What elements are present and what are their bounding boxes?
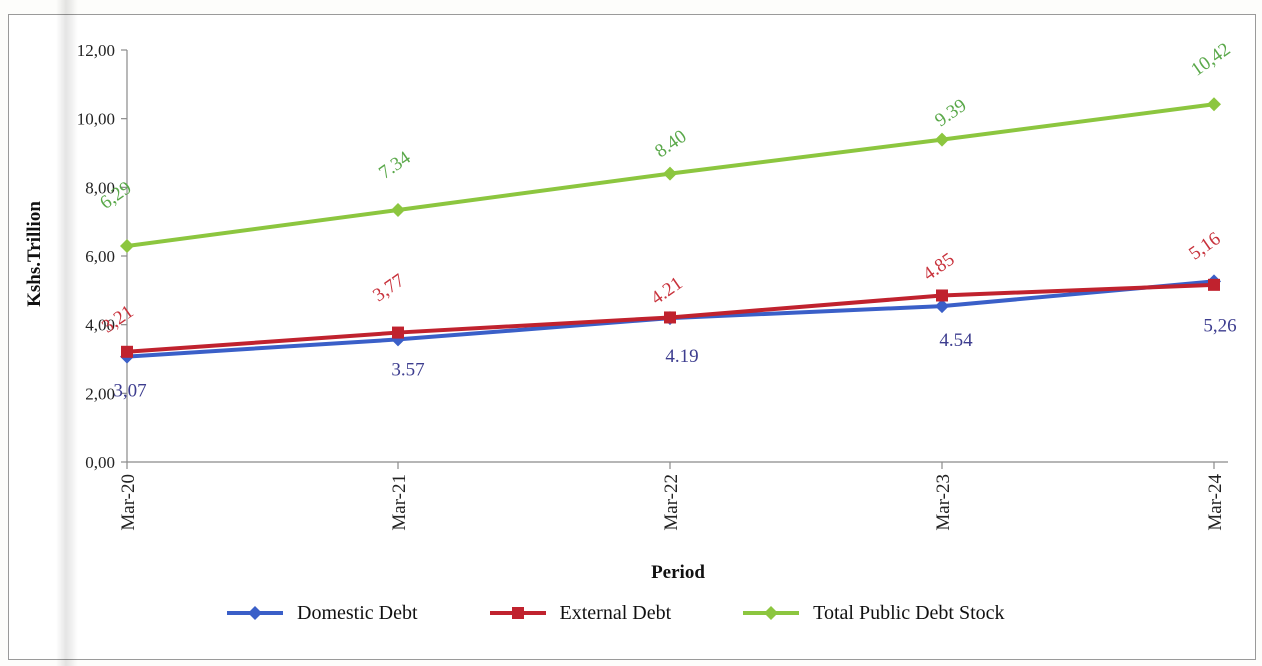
data-point [1207, 97, 1221, 112]
y-tick-label: 4,00 [85, 316, 115, 335]
y-tick-label: 6,00 [85, 247, 115, 266]
data-point [935, 299, 949, 314]
y-tick-label: 2,00 [85, 384, 115, 403]
data-label: 4.85 [919, 249, 958, 285]
data-label: 4.21 [647, 273, 686, 309]
data-label: 10,42 [1187, 39, 1234, 81]
x-tick-label: Mar-21 [389, 474, 410, 531]
data-point [935, 132, 949, 147]
data-label: 8.40 [651, 126, 690, 162]
data-point [663, 166, 677, 181]
y-tick-label: 0,00 [85, 453, 115, 472]
legend-label: External Debt [559, 601, 672, 624]
data-point [664, 311, 676, 324]
data-label: 4.19 [665, 346, 698, 367]
data-point [936, 289, 948, 302]
data-point [391, 202, 405, 217]
legend-item: External Debt [488, 601, 672, 625]
data-label: 3,07 [113, 381, 146, 402]
x-tick-label: Mar-23 [933, 474, 954, 531]
y-axis-title: Kshs.Trillion [24, 201, 45, 307]
legend-label: Total Public Debt Stock [813, 601, 1005, 624]
data-label: 4.54 [939, 330, 973, 351]
data-point [121, 345, 133, 358]
data-label: 5,16 [1185, 228, 1224, 264]
x-axis-title: Period [651, 562, 705, 583]
x-tick-label: Mar-24 [1205, 474, 1226, 531]
y-tick-label: 12,00 [77, 41, 115, 60]
data-point [392, 326, 404, 339]
data-label: 3.57 [391, 359, 424, 380]
x-tick-label: Mar-20 [118, 474, 139, 531]
data-point [120, 239, 134, 254]
x-tick-label: Mar-22 [661, 474, 682, 531]
y-tick-label: 8,00 [85, 178, 115, 197]
legend-marker [248, 606, 262, 620]
data-label: 5,26 [1203, 315, 1236, 336]
legend-item: Total Public Debt Stock [741, 601, 1005, 625]
legend-label: Domestic Debt [297, 601, 418, 624]
data-point [1208, 278, 1220, 291]
chart-frame [8, 14, 1256, 660]
legend-marker [764, 606, 779, 620]
data-label: 7.34 [375, 147, 415, 184]
legend-swatch [743, 606, 800, 620]
legend-marker [511, 607, 524, 619]
legend-item: Domestic Debt [225, 602, 418, 625]
legend-swatch [489, 607, 546, 619]
y-tick-label: 10,00 [77, 110, 115, 129]
data-label: 3,77 [369, 270, 408, 306]
data-label: 9.39 [931, 95, 970, 131]
chart-legend: Domestic Debt External Debt Total Public D… [225, 598, 1005, 628]
legend-swatch [227, 606, 283, 620]
